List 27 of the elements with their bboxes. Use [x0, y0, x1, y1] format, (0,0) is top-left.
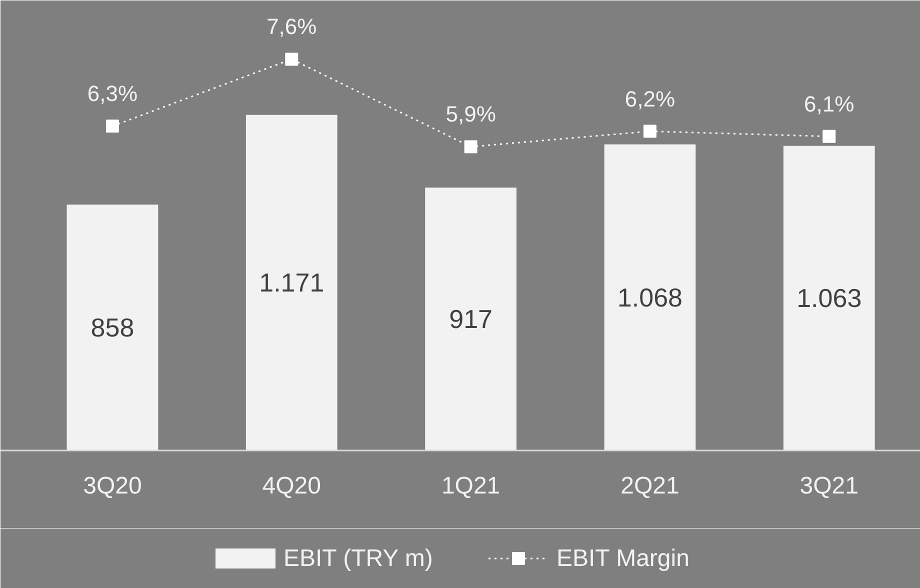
bar: [604, 144, 696, 450]
x-tick-label: 3Q21: [800, 472, 858, 500]
x-tick-label: 2Q21: [620, 472, 680, 500]
bar: [246, 114, 338, 450]
point: [285, 52, 298, 66]
data-label: 5,9%: [446, 102, 496, 127]
x-tick-label: 1Q21: [441, 472, 500, 500]
data-label: 6,1%: [804, 91, 854, 116]
point: [106, 120, 119, 133]
legend-label: EBIT Margin: [556, 545, 690, 572]
x-tick-label: 3Q20: [83, 472, 142, 500]
data-label: 1.068: [617, 282, 683, 312]
point: [643, 124, 656, 138]
data-label: 6,2%: [624, 86, 676, 112]
data-label: 7,6%: [266, 14, 317, 40]
point: [464, 140, 478, 154]
data-label: 6,3%: [87, 81, 138, 106]
bar: [425, 188, 516, 450]
bar: [66, 204, 158, 450]
legend-label: EBIT (TRY m): [284, 545, 433, 572]
bar: [783, 146, 875, 450]
data-label: 1.171: [259, 268, 324, 298]
data-label: 1.063: [796, 283, 862, 314]
data-label: 917: [449, 304, 493, 334]
data-label: 858: [90, 312, 134, 343]
x-tick-label: 4Q20: [262, 472, 322, 500]
point: [822, 130, 836, 143]
